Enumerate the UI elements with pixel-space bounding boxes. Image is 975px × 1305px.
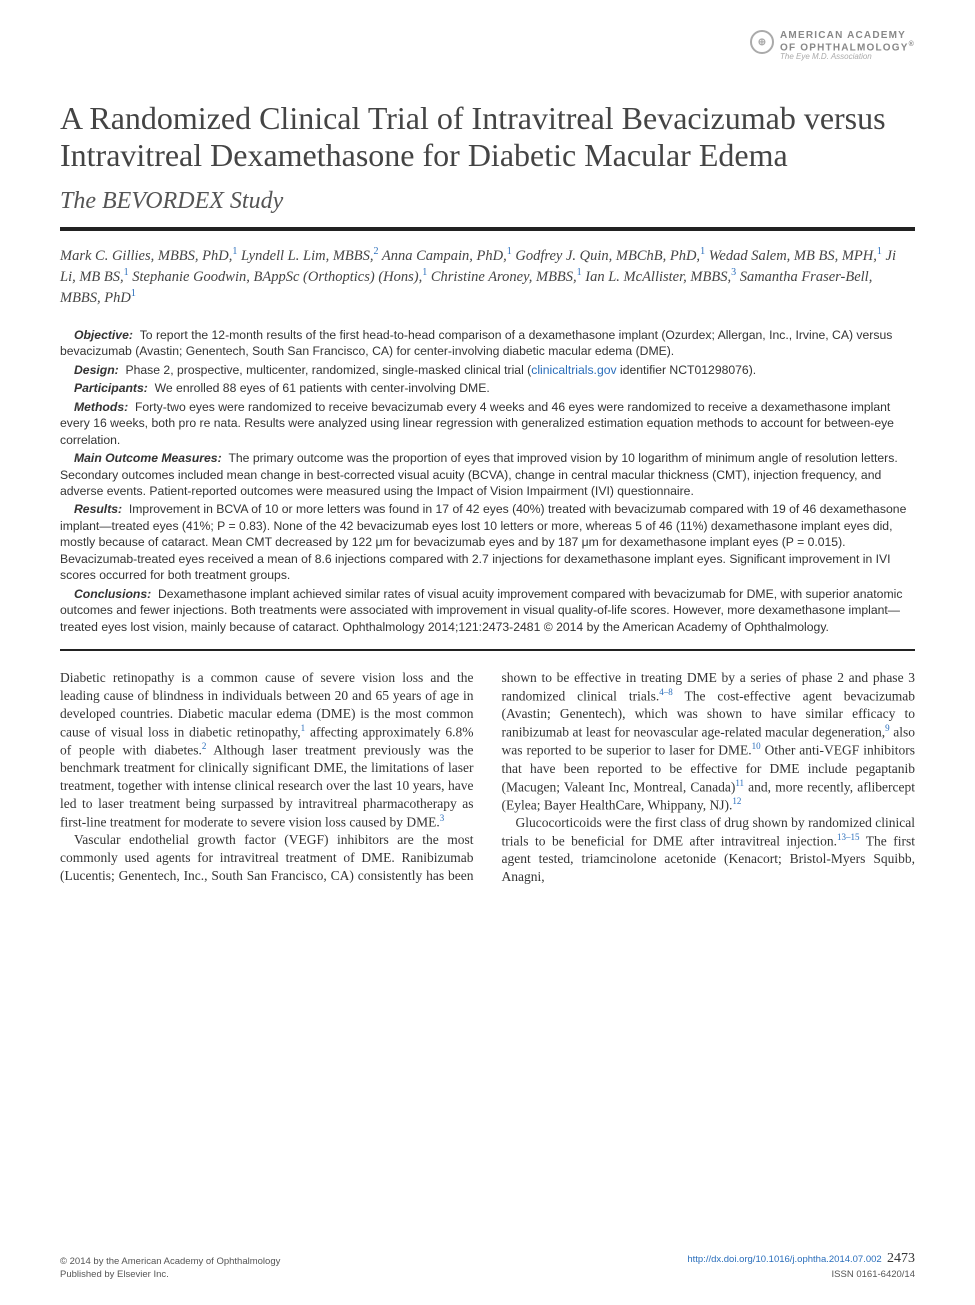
ref-10[interactable]: 10 — [752, 741, 761, 751]
abs-methods-label: Methods: — [74, 400, 128, 414]
abs-design-pre: Phase 2, prospective, multicenter, rando… — [125, 363, 531, 377]
ref-13-15[interactable]: 13–15 — [837, 832, 860, 842]
footer-copyright: © 2014 by the American Academy of Ophtha… — [60, 1256, 280, 1268]
authors-list: Mark C. Gillies, MBBS, PhD,1 Lyndell L. … — [60, 245, 915, 309]
publisher-logo-icon: ⊕ — [750, 30, 774, 54]
footer-doi-link[interactable]: http://dx.doi.org/10.1016/j.ophtha.2014.… — [687, 1254, 881, 1265]
abs-conclusions-text: Dexamethasone implant achieved similar r… — [60, 587, 902, 634]
abs-design-post: identifier NCT01298076). — [617, 363, 757, 377]
publisher-logo: ⊕ AMERICAN ACADEMY OF OPHTHALMOLOGY® The… — [750, 30, 915, 62]
page-number: 2473 — [887, 1251, 915, 1266]
abs-outcomes-label: Main Outcome Measures: — [74, 451, 222, 465]
ref-3[interactable]: 3 — [440, 813, 445, 823]
page-footer: © 2014 by the American Academy of Ophtha… — [60, 1250, 915, 1281]
abs-participants-text: We enrolled 88 eyes of 61 patients with … — [155, 381, 490, 395]
abs-design-label: Design: — [74, 363, 119, 377]
clinicaltrials-link[interactable]: clinicaltrials.gov — [531, 363, 616, 377]
abs-results-text: Improvement in BCVA of 10 or more letter… — [60, 502, 906, 582]
title-rule — [60, 227, 915, 231]
abs-objective-text: To report the 12-month results of the fi… — [60, 328, 892, 358]
abs-conclusions-label: Conclusions: — [74, 587, 151, 601]
article-title: A Randomized Clinical Trial of Intravitr… — [60, 100, 915, 174]
abs-methods-text: Forty-two eyes were randomized to receiv… — [60, 400, 894, 447]
footer-publisher: Published by Elsevier Inc. — [60, 1269, 280, 1281]
body-text: Diabetic retinopathy is a common cause o… — [60, 669, 915, 886]
ref-11[interactable]: 11 — [735, 778, 744, 788]
abs-participants-label: Participants: — [74, 381, 148, 395]
ref-12[interactable]: 12 — [732, 796, 741, 806]
publisher-tagline: The Eye M.D. Association — [780, 53, 915, 62]
abs-results-label: Results: — [74, 502, 122, 516]
abstract-rule — [60, 649, 915, 651]
footer-issn: ISSN 0161-6420/14 — [687, 1269, 915, 1281]
abs-objective-label: Objective: — [74, 328, 133, 342]
article-subtitle: The BEVORDEX Study — [60, 188, 915, 215]
abstract-block: Objective: To report the 12-month result… — [60, 327, 915, 635]
publisher-line1: AMERICAN ACADEMY — [780, 30, 915, 41]
ref-4-8[interactable]: 4–8 — [659, 687, 673, 697]
